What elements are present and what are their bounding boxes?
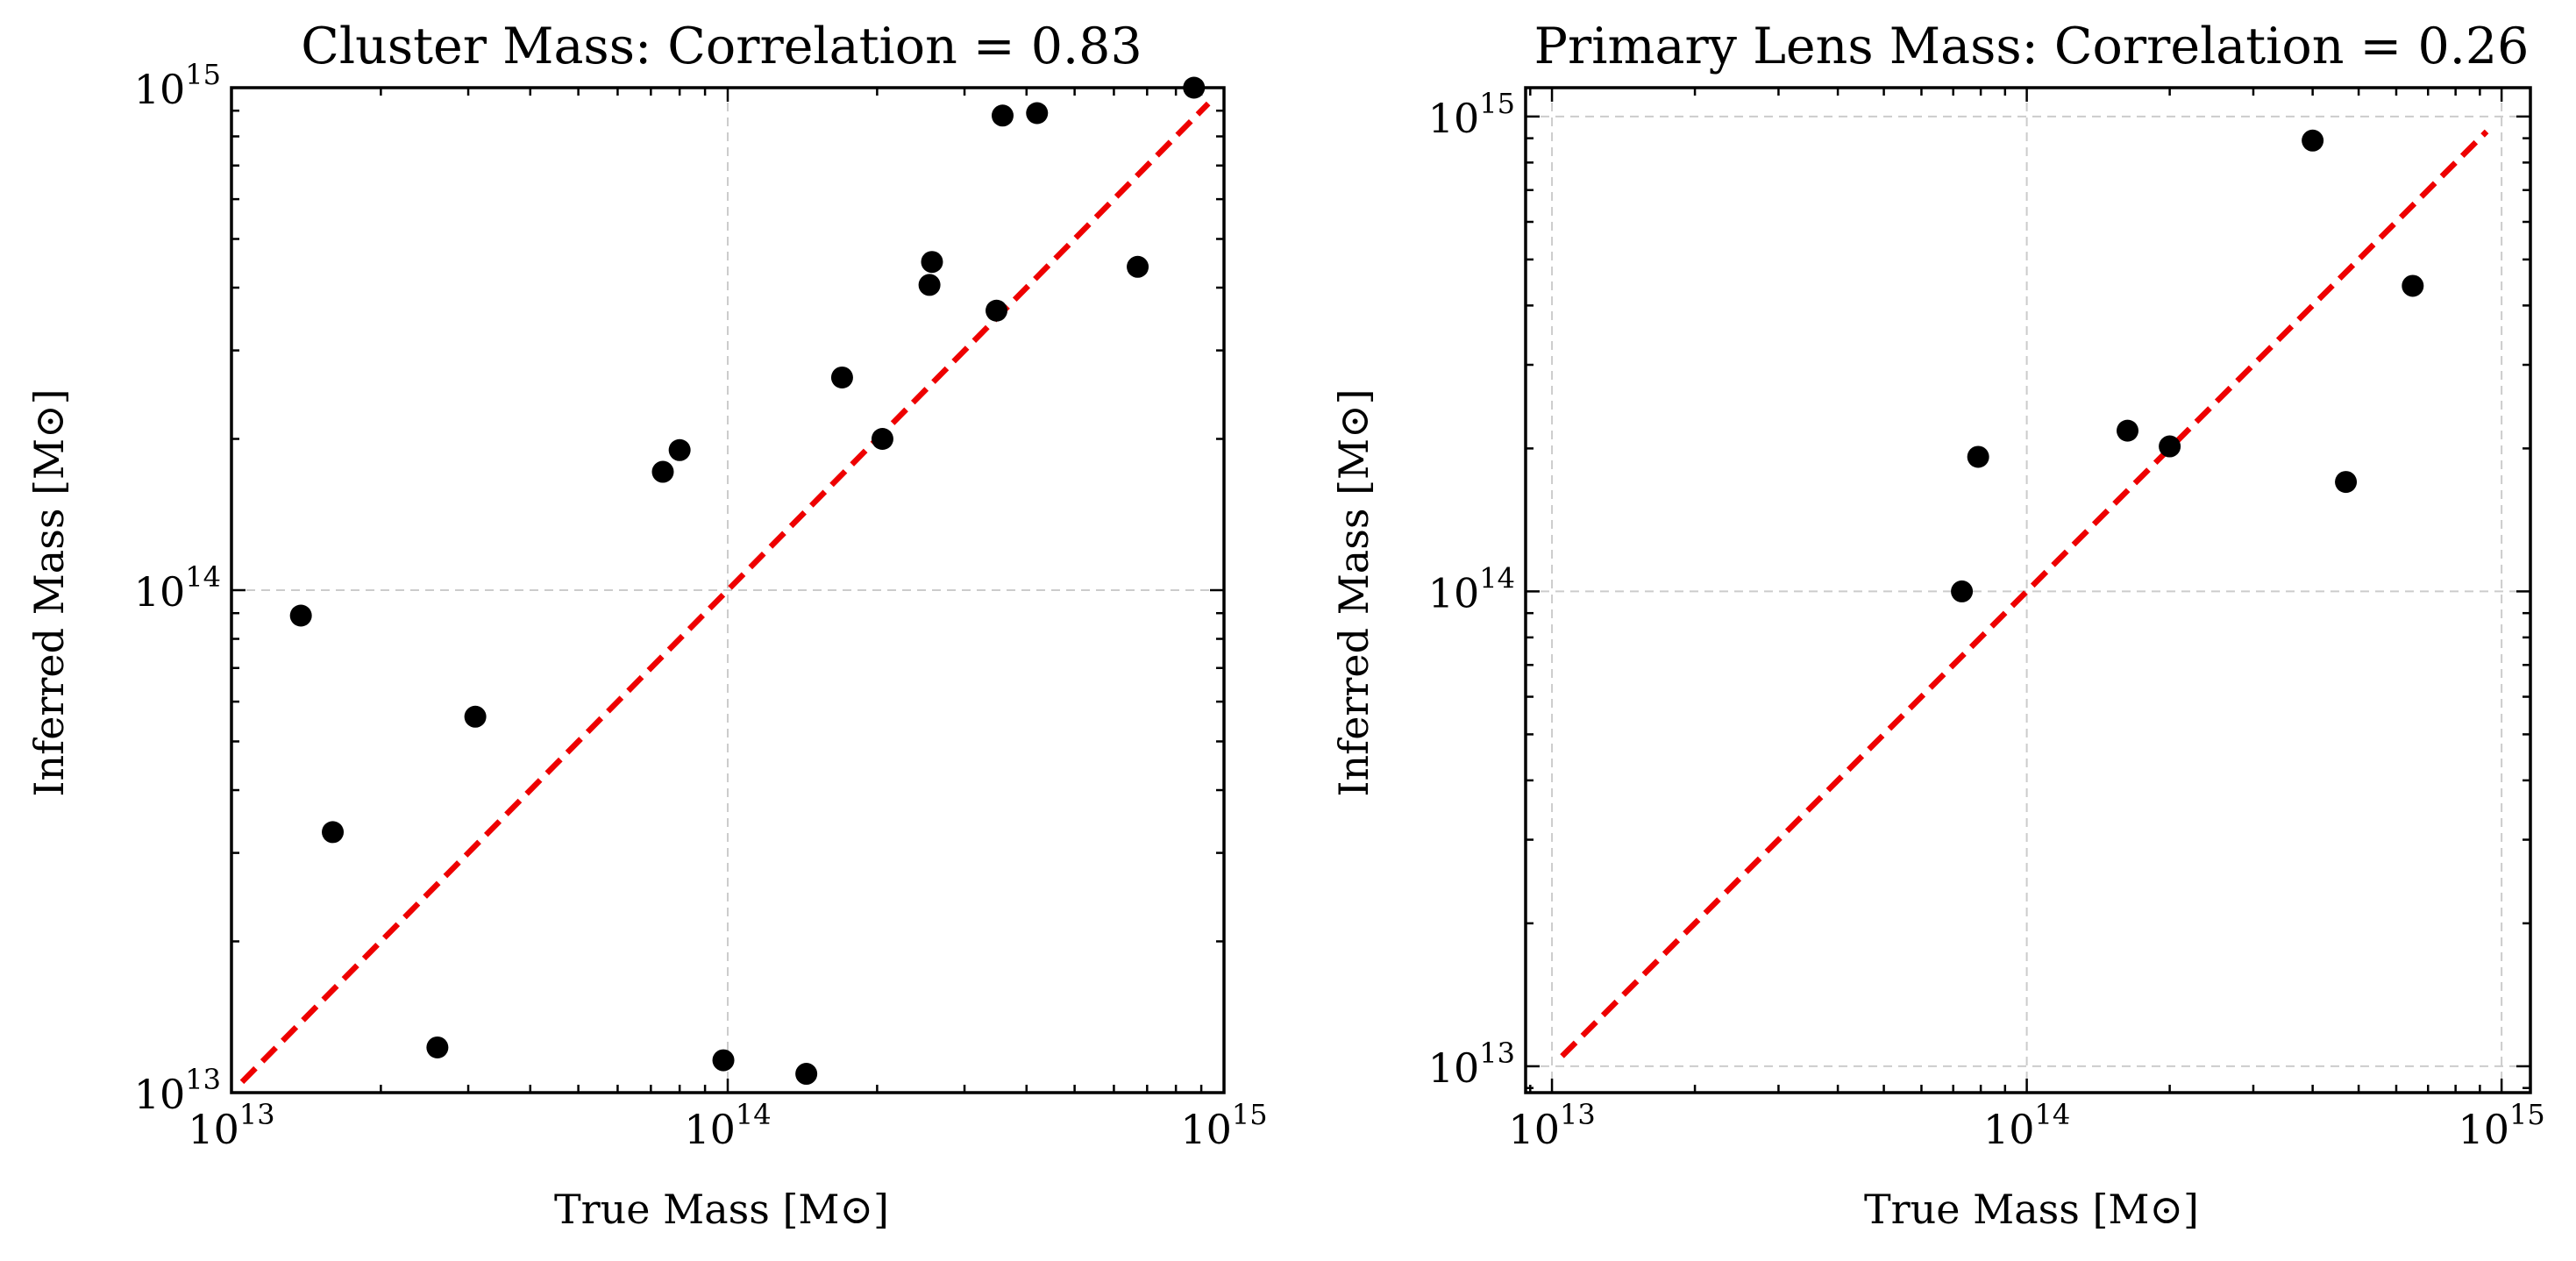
primary-lens-mass-xtick-label-0: 1013 [1508, 1098, 1595, 1153]
cluster-mass-point-4 [651, 460, 674, 483]
cluster-mass-point-11 [921, 251, 943, 274]
primary-lens-mass-point-0 [1951, 580, 1974, 602]
cluster-mass-point-1 [322, 821, 345, 844]
cluster-mass-point-3 [464, 705, 487, 728]
cluster-mass-point-13 [991, 104, 1014, 127]
primary-lens-mass-axes-frame [1524, 86, 2532, 1094]
cluster-mass-point-12 [986, 299, 1008, 322]
primary-lens-mass-title: Primary Lens Mass: Correlation = 0.26 [1534, 18, 2530, 75]
primary-lens-mass-xtick-label-1: 1014 [1983, 1098, 2070, 1153]
cluster-mass-point-0 [289, 604, 312, 627]
primary-lens-mass-ytick-label-2: 1015 [1428, 87, 1515, 142]
primary-lens-mass-point-5 [2335, 471, 2358, 494]
cluster-mass-xlabel: True Mass [M⊙] [554, 1186, 889, 1233]
cluster-mass-ytick-label-1: 1014 [134, 560, 221, 616]
cluster-mass-point-10 [918, 274, 941, 296]
primary-lens-mass-point-6 [2402, 274, 2424, 297]
cluster-mass-ytick-label-0: 1013 [134, 1063, 221, 1118]
cluster-mass-point-2 [426, 1036, 449, 1058]
primary-lens-mass-ylabel: Inferred Mass [M⊙] [1330, 388, 1377, 796]
cluster-mass-xtick-label-1: 1014 [684, 1098, 771, 1153]
primary-lens-mass-reference-line [1560, 129, 2489, 1058]
primary-lens-mass-point-2 [2117, 419, 2139, 442]
primary-lens-mass-ytick-label-1: 1014 [1428, 561, 1515, 616]
primary-lens-mass-point-4 [2302, 129, 2324, 152]
cluster-mass-axes-frame [230, 86, 1226, 1094]
primary-lens-mass-ytick-label-0: 1013 [1428, 1037, 1515, 1092]
cluster-mass-ytick-label-2: 1015 [134, 58, 221, 113]
cluster-mass-point-5 [668, 438, 691, 461]
primary-lens-mass-point-1 [1967, 445, 1989, 468]
cluster-mass-xtick-label-0: 1013 [188, 1098, 274, 1153]
cluster-mass-ylabel: Inferred Mass [M⊙] [25, 388, 73, 796]
cluster-mass-point-8 [830, 366, 853, 388]
primary-lens-mass-xlabel: True Mass [M⊙] [1864, 1186, 2199, 1233]
primary-lens-mass-xtick-label-2: 1015 [2458, 1098, 2544, 1153]
cluster-mass-point-7 [795, 1063, 818, 1086]
cluster-mass-point-9 [871, 428, 893, 451]
primary-lens-mass-point-3 [2159, 435, 2181, 458]
cluster-mass-point-14 [1026, 102, 1049, 125]
primary-lens-mass-panel: Primary Lens Mass: Correlation = 0.26 Tr… [1330, 18, 2545, 1233]
cluster-mass-panel: Cluster Mass: Correlation = 0.83 True Ma… [25, 18, 1268, 1233]
cluster-mass-reference-line [239, 101, 1211, 1085]
cluster-mass-point-15 [1127, 255, 1149, 278]
cluster-mass-point-6 [712, 1049, 735, 1072]
cluster-mass-xtick-label-2: 1015 [1180, 1098, 1267, 1153]
cluster-mass-title: Cluster Mass: Correlation = 0.83 [301, 18, 1142, 75]
